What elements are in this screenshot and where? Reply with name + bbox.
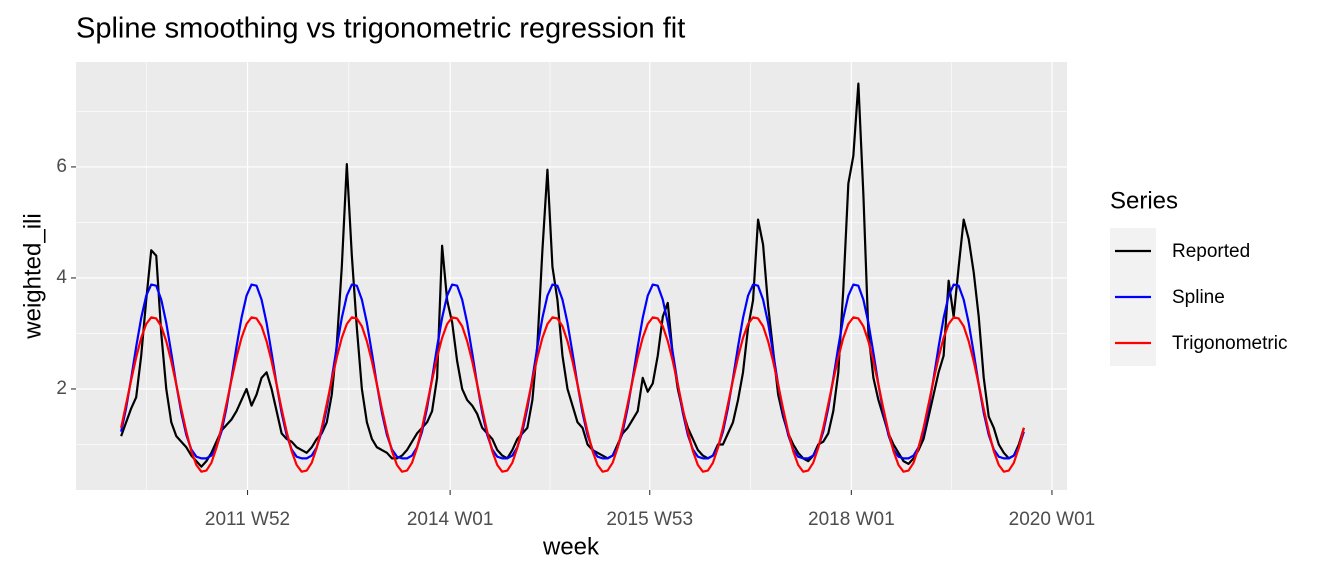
- series-line: [120, 82, 1025, 468]
- legend-label: Reported: [1172, 241, 1250, 262]
- x-tick-label: 2018 W01: [808, 509, 895, 530]
- legend-label: Spline: [1172, 287, 1225, 308]
- y-tick-label: 4: [56, 267, 67, 288]
- chart-title: Spline smoothing vs trigonometric regres…: [76, 13, 685, 45]
- x-tick-label: 2011 W52: [205, 509, 290, 530]
- legend-label: Trigonometric: [1172, 333, 1287, 354]
- x-tick-label: 2015 W53: [606, 509, 693, 530]
- y-axis-title: weighted_ili: [19, 213, 46, 339]
- plot-panel: [76, 62, 1067, 490]
- y-tick-label: 6: [56, 156, 67, 177]
- legend-title: Series: [1110, 187, 1178, 214]
- series-line: [120, 316, 1025, 473]
- x-tick-label: 2014 W01: [407, 509, 494, 530]
- y-tick-label: 2: [56, 378, 67, 399]
- x-axis-title: week: [542, 533, 600, 560]
- x-tick-label: 2020 W01: [1009, 509, 1096, 530]
- series-line: [120, 283, 1025, 460]
